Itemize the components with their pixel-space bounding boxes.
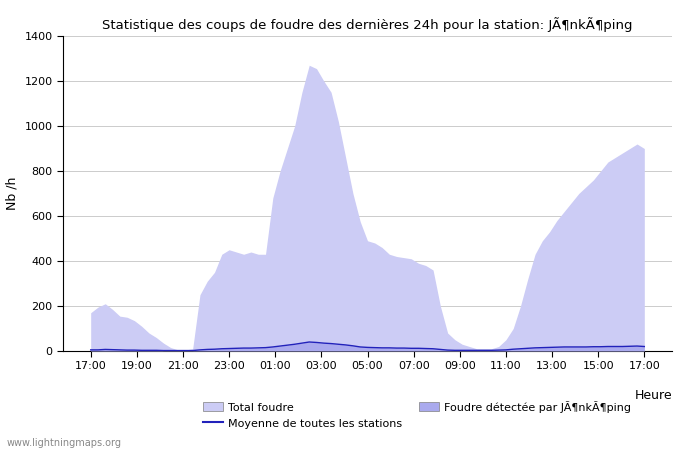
Y-axis label: Nb /h: Nb /h [6,177,19,210]
Text: www.lightningmaps.org: www.lightningmaps.org [7,438,122,448]
Title: Statistique des coups de foudre des dernières 24h pour la station: JÃ¶nkÃ¶ping: Statistique des coups de foudre des dern… [102,17,633,32]
Text: Heure: Heure [634,389,672,402]
Legend: Total foudre, Moyenne de toutes les stations, Foudre détectée par JÃ¶nkÃ¶ping: Total foudre, Moyenne de toutes les stat… [202,400,631,428]
